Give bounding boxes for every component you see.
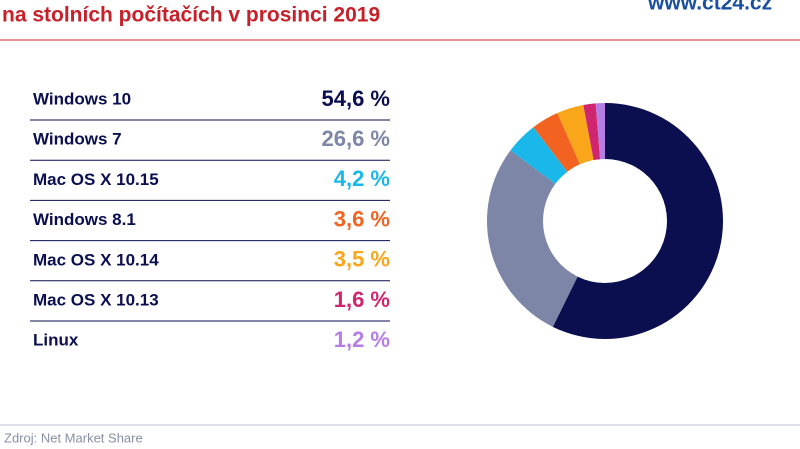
row-label: Mac OS X 10.14 (33, 250, 159, 269)
donut-slice (583, 103, 601, 161)
site-name: www.ct24.cz (647, 0, 772, 15)
row-label: Mac OS X 10.13 (33, 290, 159, 309)
chart-title: na stolních počítačích v prosinci 2019 (2, 4, 380, 27)
value-label: 4,2 % (334, 166, 390, 191)
donut-slice (487, 150, 578, 327)
value-label: 1,6 % (334, 287, 390, 312)
row-label: Windows 7 (33, 130, 122, 149)
row-label: Windows 10 (33, 89, 131, 108)
donut-slice (595, 103, 605, 160)
row-label: Mac OS X 10.15 (33, 170, 159, 189)
donut-slice (552, 103, 723, 339)
donut-slice (510, 127, 568, 184)
value-label: 54,6 % (322, 86, 391, 111)
row-label: Linux (33, 331, 79, 350)
value-label: 1,2 % (334, 327, 390, 352)
donut-slice (557, 105, 594, 165)
value-label: 3,5 % (334, 247, 390, 272)
source: Zdroj: Net Market Share (4, 430, 143, 445)
donut-slice (533, 113, 580, 172)
row-label: Windows 8.1 (33, 210, 136, 229)
value-label: 26,6 % (322, 126, 391, 151)
value-label: 3,6 % (334, 206, 390, 231)
